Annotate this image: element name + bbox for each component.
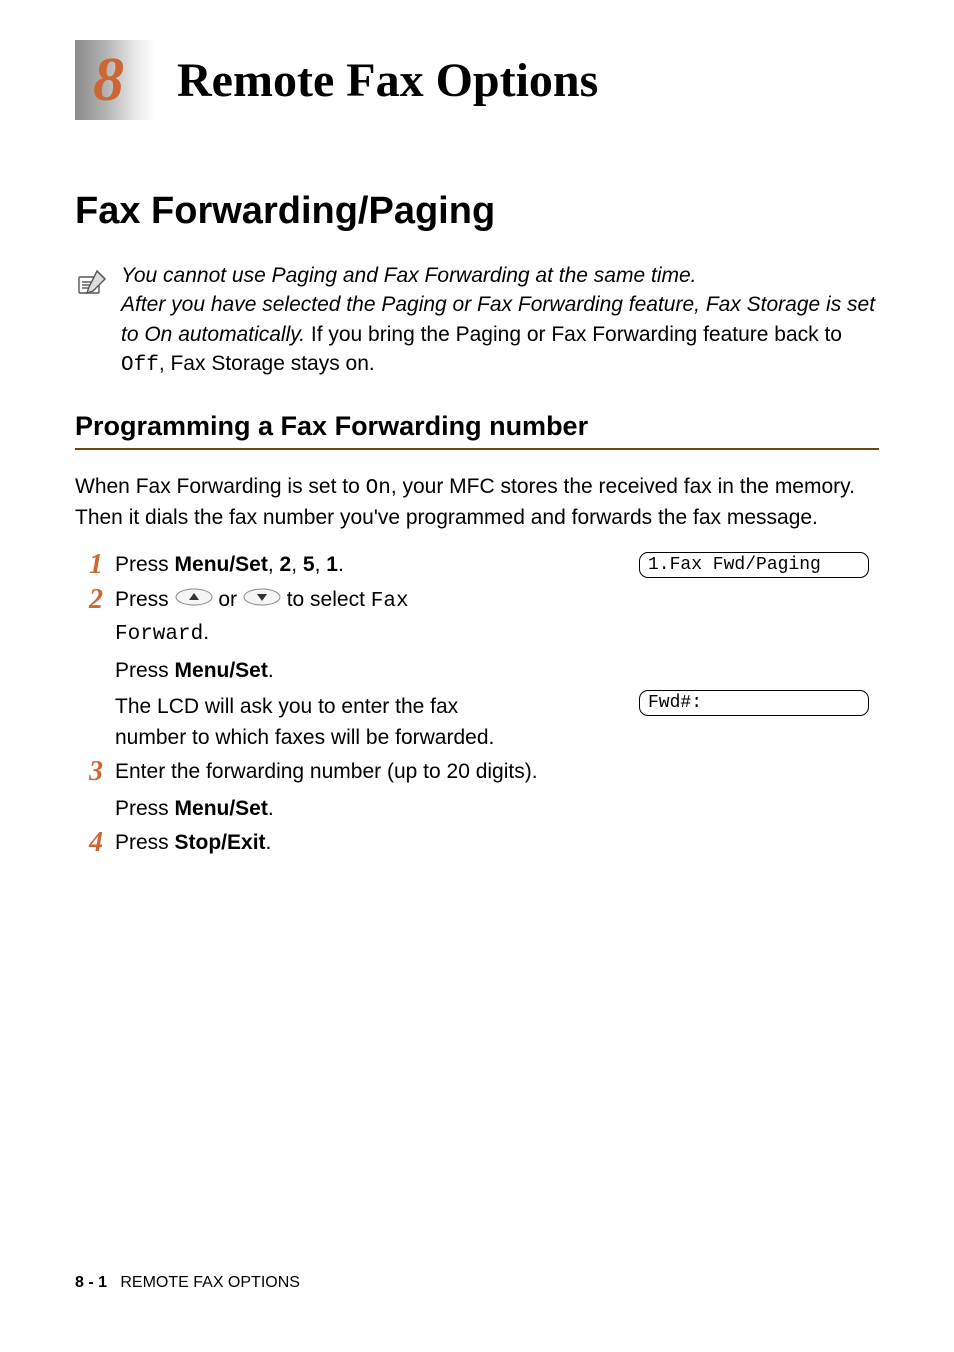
step-num-1: 1 [75,550,115,581]
step-3: 3 Enter the forwarding number (up to 20 … [75,757,879,824]
chapter-title: Remote Fax Options [177,53,598,108]
intro-pre: When Fax Forwarding is set to [75,475,366,498]
note-code: Off [121,354,159,377]
step-3-body: Enter the forwarding number (up to 20 di… [115,757,879,824]
note-line2b: , Fax Storage stays on. [159,352,375,375]
step-num-4: 4 [75,828,115,859]
s2b: or [213,588,243,611]
chapter-header: 8 Remote Fax Options [75,40,879,120]
lcd1-text: 1.Fax Fwd/Paging [648,555,821,575]
s4a: Press [115,831,175,854]
intro-code: On [366,477,391,500]
step-num-2: 2 [75,585,115,616]
section-title: Fax Forwarding/Paging [75,190,879,233]
note-line1: You cannot use Paging and Fax Forwarding… [121,264,697,287]
steps-area: 1.Fax Fwd/Paging Fwd#: 1 Press Menu/Set,… [75,550,879,859]
s3-sub: Press Menu/Set. [115,794,879,824]
down-arrow-icon [243,585,281,615]
chapter-number: 8 [93,45,124,116]
pencil-note-icon [75,265,109,304]
footer-page: 8 - 1 [75,1274,107,1291]
lcd2-text: Fwd#: [648,693,702,713]
note-text: You cannot use Paging and Fax Forwarding… [121,261,879,381]
note-block: You cannot use Paging and Fax Forwarding… [75,261,879,381]
s3suba: Press [115,797,175,820]
page-footer: 8 - 1 REMOTE FAX OPTIONS [75,1274,300,1292]
s2d: . [203,621,209,644]
s4c: . [266,831,272,854]
s2-sub2: The LCD will ask you to enter the fax nu… [115,692,505,753]
lcd-display-1: 1.Fax Fwd/Paging [639,552,869,578]
step-4: 4 Press Stop/Exit. [75,828,879,859]
note-line2a: If you bring the Paging or Fax Forwardin… [305,323,842,346]
s1f: 5 [303,553,315,576]
s3a: Enter the forwarding number (up to 20 di… [115,760,538,783]
s2c: to select [281,588,371,611]
s1b: Menu/Set [175,553,268,576]
s1a: Press [115,553,175,576]
s4b: Stop/Exit [175,831,266,854]
step-num-3: 3 [75,757,115,788]
subsection-title: Programming a Fax Forwarding number [75,411,879,450]
s3subc: . [268,797,274,820]
s1h: 1 [326,553,338,576]
s1d: 2 [280,553,292,576]
s2suba: Press [115,659,175,682]
s1i: . [338,553,344,576]
s1e: , [291,553,303,576]
up-arrow-icon [175,585,213,615]
s2subc: . [268,659,274,682]
s2subb: Menu/Set [175,659,268,682]
footer-label: REMOTE FAX OPTIONS [120,1274,300,1291]
intro-text: When Fax Forwarding is set to On, your M… [75,472,879,533]
step-2: 2 Press or to select Fax Forward. Press … [75,585,879,753]
step-2-body: Press or to select Fax Forward. Press Me… [115,585,505,753]
s2a: Press [115,588,175,611]
s1g: , [315,553,327,576]
s3subb: Menu/Set [175,797,268,820]
s1c: , [268,553,280,576]
chapter-number-box: 8 [75,40,155,120]
lcd-display-2: Fwd#: [639,690,869,716]
s2-sub1: Press Menu/Set. [115,656,505,686]
step-4-body: Press Stop/Exit. [115,828,879,858]
